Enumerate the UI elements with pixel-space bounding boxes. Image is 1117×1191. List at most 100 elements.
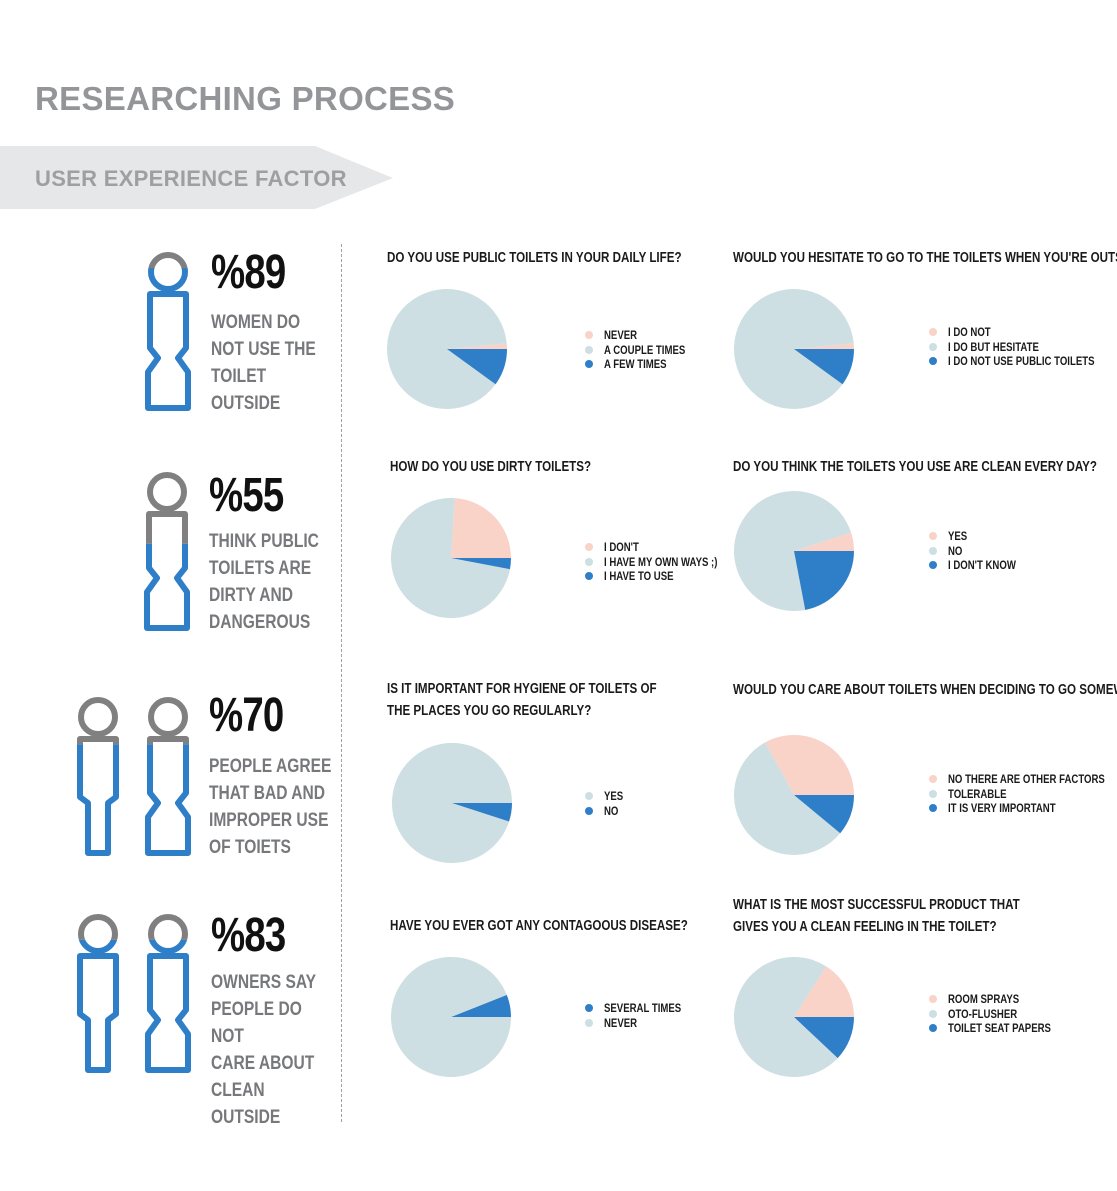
legend-swatch xyxy=(929,804,937,812)
stat-description: WOMEN DO NOT USE THE TOILET OUTSIDE xyxy=(211,309,334,417)
chart-title: WHAT IS THE MOST SUCCESSFUL PRODUCT THAT… xyxy=(733,894,1045,938)
chart-title-line: DO YOU THINK THE TOILETS YOU USE ARE CLE… xyxy=(733,459,1097,475)
stat-desc-line: PEOPLE AGREE xyxy=(209,756,332,777)
stat-description: THINK PUBLIC TOILETS ARE DIRTY AND DANGE… xyxy=(209,528,332,636)
chart-title: WOULD YOU HESITATE TO GO TO THE TOILETS … xyxy=(733,247,1117,269)
legend-swatch xyxy=(585,1018,593,1027)
pie-slice-no xyxy=(452,803,512,822)
legend-label: I DO NOT xyxy=(948,325,991,339)
legend-label: I DON'T xyxy=(604,540,639,554)
woman-icon xyxy=(145,252,191,411)
legend-label: TOLERABLE xyxy=(948,786,1007,801)
stat-desc-line: NOT USE THE xyxy=(211,339,316,360)
stat-desc-line: THINK PUBLIC xyxy=(209,531,319,552)
legend-label: I DO NOT USE PUBLIC TOILETS xyxy=(948,354,1095,368)
stat-percentage: %89 xyxy=(211,246,286,299)
stat-desc-line: OUTSIDE xyxy=(211,393,281,414)
section-banner xyxy=(0,146,393,209)
chart-title: DO YOU THINK THE TOILETS YOU USE ARE CLE… xyxy=(733,456,1097,478)
stat-description: OWNERS SAY PEOPLE DO NOT CARE ABOUT CLEA… xyxy=(211,969,334,1131)
pie-slice-yes xyxy=(392,742,512,863)
pie-chart xyxy=(733,491,854,612)
pie-chart xyxy=(734,734,854,855)
legend-swatch xyxy=(929,546,937,555)
pie-slice-no xyxy=(733,491,852,612)
pie-chart xyxy=(391,498,511,619)
legend-swatch xyxy=(929,1024,937,1032)
stat-percentage: %70 xyxy=(209,689,284,742)
section-divider xyxy=(341,244,342,1122)
legend-swatch xyxy=(929,789,937,798)
stat-desc-line: CLEAN OUTSIDE xyxy=(211,1080,281,1128)
stat-percentage: %83 xyxy=(211,909,286,962)
pie-slice-it-is-very-important xyxy=(794,795,854,834)
pie-slice-several-times xyxy=(451,994,511,1017)
stat-description: PEOPLE AGREE THAT BAD AND IMPROPER USE O… xyxy=(209,753,332,861)
stat-figures xyxy=(137,470,207,634)
legend-swatch xyxy=(929,532,937,540)
legend-label: NO xyxy=(948,543,963,558)
person-icon xyxy=(77,697,119,856)
legend-swatch xyxy=(585,792,593,800)
stat-desc-line: OWNERS SAY xyxy=(211,972,317,993)
chart-title: WOULD YOU CARE ABOUT TOILETS WHEN DECIDI… xyxy=(733,679,1117,701)
chart-title-line: HAVE YOU EVER GOT ANY CONTAGOOUS DISEASE… xyxy=(390,918,688,934)
pie-slice-i-do-not-use-public-toilets xyxy=(794,349,854,385)
stat-desc-line: DANGEROUS xyxy=(209,612,311,633)
pie-chart xyxy=(733,956,854,1077)
chart-title-line: WOULD YOU CARE ABOUT TOILETS WHEN DECIDI… xyxy=(733,682,1117,698)
legend-swatch xyxy=(929,342,937,351)
chart-title-line: HOW DO YOU USE DIRTY TOILETS? xyxy=(390,459,592,475)
legend-swatch xyxy=(585,1004,593,1012)
legend-swatch xyxy=(585,345,593,354)
stat-figures xyxy=(68,912,208,1076)
woman-icon xyxy=(145,697,191,856)
stat-desc-line: IMPROPER USE xyxy=(209,810,329,831)
stat-desc-line: PEOPLE DO NOT xyxy=(211,999,302,1047)
legend-label: NO xyxy=(604,803,619,818)
legend-swatch xyxy=(929,775,937,783)
woman-icon xyxy=(145,914,191,1073)
legend-swatch xyxy=(585,360,593,368)
chart-title-line: DO YOU USE PUBLIC TOILETS IN YOUR DAILY … xyxy=(387,250,682,266)
pie-chart xyxy=(391,956,511,1077)
legend-swatch xyxy=(929,328,937,336)
legend-label: ROOM SPRAYS xyxy=(948,992,1020,1006)
pie-slice-room-sprays xyxy=(794,966,854,1017)
stat-desc-line: DIRTY AND xyxy=(209,585,293,606)
legend-label: IT IS VERY IMPORTANT xyxy=(948,801,1056,815)
pie-slice-i-have-to-use xyxy=(451,558,511,570)
stat-desc-line: TOILETS ARE xyxy=(209,558,312,579)
legend-swatch xyxy=(585,572,593,580)
chart-title: HOW DO YOU USE DIRTY TOILETS? xyxy=(390,456,591,478)
pie-chart xyxy=(392,742,512,863)
legend-label: I HAVE TO USE xyxy=(604,569,674,583)
legend-swatch xyxy=(929,357,937,365)
pie-slice-no-there-are-other-factors xyxy=(765,734,854,795)
pie-slice-never xyxy=(391,956,511,1077)
page-title: RESEARCHING PROCESS xyxy=(35,80,456,117)
chart-title: IS IT IMPORTANT FOR HYGIENE OF TOILETS O… xyxy=(387,678,659,722)
legend-label: NO THERE ARE OTHER FACTORS xyxy=(948,772,1105,786)
pie-slice-i-do-not xyxy=(794,343,854,349)
chart-title-line: WHAT IS THE MOST SUCCESSFUL PRODUCT THAT… xyxy=(733,897,1020,935)
pie-slice-yes xyxy=(794,532,854,551)
chart-title-line: WOULD YOU HESITATE TO GO TO THE TOILETS … xyxy=(733,250,1117,266)
legend-label: OTO-FLUSHER xyxy=(948,1006,1018,1021)
stat-figures xyxy=(138,250,208,414)
legend-swatch xyxy=(929,561,937,569)
stat-desc-line: OF TOIETS xyxy=(209,837,291,858)
legend-label: YES xyxy=(948,529,968,543)
pie-slice-a-couple-times xyxy=(386,289,507,410)
pie-slice-tolerable xyxy=(734,742,841,855)
stat-desc-line: TOILET xyxy=(211,366,267,387)
chart-title: HAVE YOU EVER GOT ANY CONTAGOOUS DISEASE… xyxy=(390,915,688,937)
pie-slice-a-few-times xyxy=(447,349,507,385)
legend-label: I DO BUT HESITATE xyxy=(948,339,1039,354)
woman-icon xyxy=(144,472,190,631)
chart-title-line: IS IT IMPORTANT FOR HYGIENE OF TOILETS O… xyxy=(387,681,657,719)
person-icon xyxy=(77,914,119,1073)
pie-chart xyxy=(386,289,507,410)
stat-desc-line: THAT BAD AND xyxy=(209,783,325,804)
legend-swatch xyxy=(585,806,593,815)
